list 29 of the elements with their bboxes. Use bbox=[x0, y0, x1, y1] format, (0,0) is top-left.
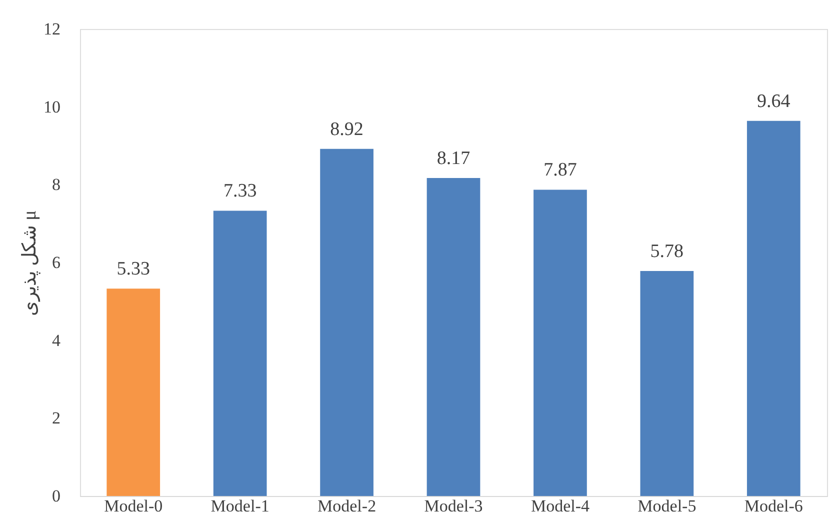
y-tick-label: 2 bbox=[52, 408, 60, 428]
data-label: 5.33 bbox=[116, 258, 150, 280]
bar bbox=[213, 210, 267, 496]
x-tick-label: Model-1 bbox=[210, 496, 270, 516]
x-tick-label: Model-2 bbox=[318, 496, 376, 516]
x-tick-label: Model-5 bbox=[638, 496, 696, 516]
data-label: 5.78 bbox=[650, 241, 684, 262]
y-tick-label: 0 bbox=[52, 486, 60, 506]
x-tick-label: Model-4 bbox=[530, 496, 590, 516]
x-tick-label: Model-6 bbox=[744, 496, 803, 516]
bar bbox=[640, 271, 694, 496]
bar bbox=[106, 288, 160, 496]
y-tick-label: 4 bbox=[52, 330, 61, 350]
bar bbox=[426, 178, 480, 496]
data-label: 7.87 bbox=[544, 160, 577, 181]
data-label: 8.17 bbox=[436, 148, 470, 170]
x-tick-label: Model-3 bbox=[424, 496, 483, 516]
y-axis-title: شکل پذیری μ bbox=[20, 210, 40, 316]
bar bbox=[746, 120, 800, 496]
bar bbox=[534, 190, 587, 496]
data-label: 8.92 bbox=[330, 118, 364, 140]
y-tick-label: 10 bbox=[44, 97, 60, 116]
data-label: 7.33 bbox=[223, 180, 257, 202]
data-label: 9.64 bbox=[757, 90, 791, 112]
y-tick-label: 6 bbox=[52, 253, 60, 272]
bar bbox=[320, 148, 374, 496]
y-tick-label: 8 bbox=[52, 175, 60, 194]
x-tick-label: Model-0 bbox=[104, 496, 163, 516]
y-tick-label: 12 bbox=[44, 20, 60, 38]
